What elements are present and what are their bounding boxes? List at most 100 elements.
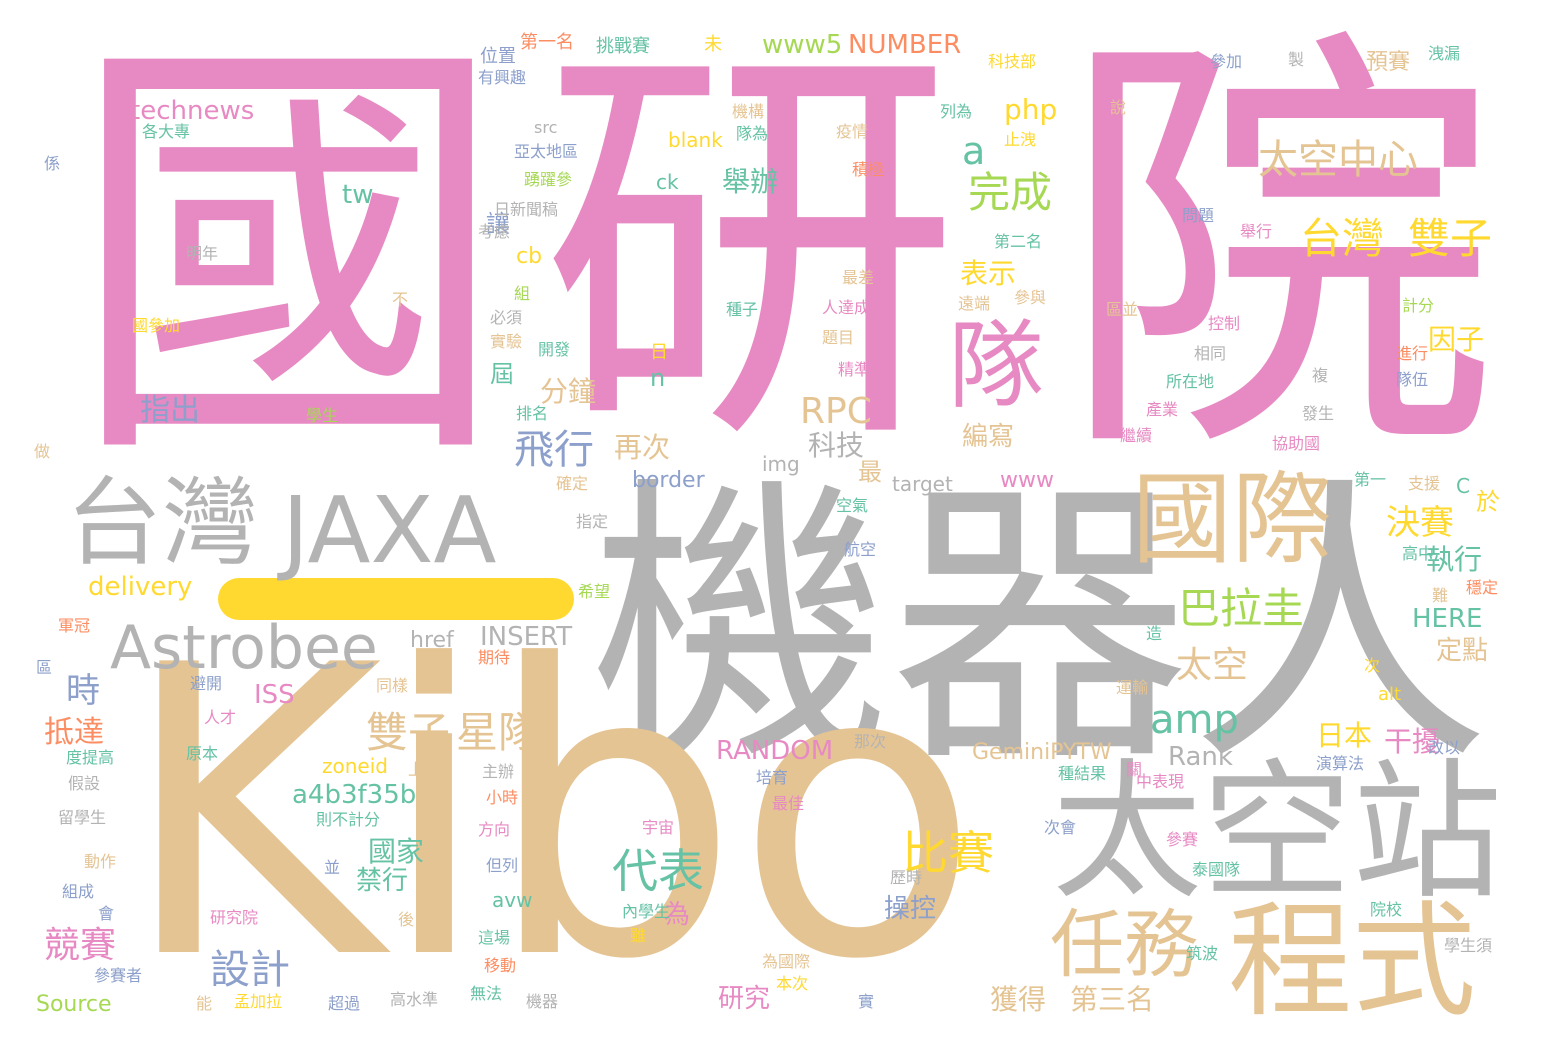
- word: 屆: [490, 360, 514, 388]
- word: 歷時: [890, 868, 923, 887]
- word: 精準: [838, 360, 871, 379]
- word: 小時: [486, 788, 519, 807]
- word: 組: [514, 284, 531, 303]
- word: 中表現: [1136, 772, 1185, 791]
- word: 未: [704, 34, 722, 55]
- word: RPC: [800, 391, 872, 432]
- word: 軍冠: [58, 616, 91, 635]
- word: 上: [408, 760, 425, 779]
- word: 開發: [538, 340, 571, 359]
- word: 雖: [630, 926, 647, 945]
- word: 次: [1364, 656, 1381, 675]
- word: 第一名: [520, 32, 574, 53]
- word: 種結果: [1058, 764, 1107, 783]
- word: 研究院: [210, 908, 259, 927]
- word: 能: [196, 994, 213, 1013]
- word: 問題: [1182, 206, 1215, 225]
- word: 時: [66, 671, 100, 711]
- word: 止洩: [1004, 130, 1037, 149]
- word: 控制: [1208, 314, 1241, 333]
- word: 禁行: [356, 866, 409, 896]
- word: 難: [1432, 586, 1449, 605]
- word: 動作: [84, 852, 117, 871]
- word: php: [1004, 93, 1058, 126]
- word: 飛行: [514, 427, 594, 473]
- word: 抵達: [44, 715, 104, 750]
- word: 進行: [1396, 344, 1429, 363]
- word: 度提高: [66, 748, 115, 767]
- word: 計分: [1402, 296, 1435, 315]
- word: 假設: [68, 774, 101, 793]
- word: a: [962, 129, 986, 173]
- word: target: [892, 472, 953, 496]
- word: 於: [1476, 488, 1500, 516]
- word: 程式: [1228, 890, 1477, 1034]
- word: 代表: [612, 844, 704, 898]
- word: 學生須: [1444, 936, 1493, 955]
- word: 考慮: [478, 222, 511, 241]
- word: 所在地: [1166, 372, 1215, 391]
- word: 第一: [1354, 470, 1387, 489]
- word: 獲得: [990, 983, 1047, 1016]
- word: a4b3f35b: [292, 780, 417, 810]
- word: 參賽者: [94, 966, 143, 985]
- word: 機構: [732, 102, 765, 121]
- word: tw: [342, 180, 374, 210]
- word: 產業: [1146, 400, 1179, 419]
- word: 讓: [486, 210, 510, 238]
- word: 日本: [1316, 719, 1373, 752]
- word: 明年: [186, 244, 219, 263]
- word: HERE: [1412, 604, 1483, 634]
- word: zoneid: [322, 754, 388, 778]
- word: ck: [656, 170, 679, 194]
- word: 機器: [526, 992, 559, 1011]
- word: 但列: [486, 856, 519, 875]
- word: www: [1000, 468, 1054, 493]
- word: 各大專: [142, 122, 191, 141]
- word: 演算法: [1316, 754, 1365, 773]
- word: 列為: [940, 102, 973, 121]
- word: technews: [130, 96, 255, 126]
- word: 國際: [1132, 461, 1332, 578]
- word: 星隊: [456, 708, 541, 757]
- word: 宇宙: [642, 818, 675, 837]
- word: 泰國隊: [1192, 860, 1241, 879]
- word: 台灣: [66, 467, 258, 579]
- word: 支援: [1408, 474, 1441, 493]
- word: 國家: [368, 835, 425, 868]
- word: 運輸: [1116, 678, 1149, 697]
- word: 亞太地區: [514, 142, 579, 161]
- word: 預賽: [1366, 50, 1411, 75]
- word: Rank: [1168, 742, 1233, 772]
- word: 製: [1288, 50, 1305, 69]
- word: 操控: [884, 894, 937, 924]
- word: 研究: [718, 984, 771, 1014]
- word: 方向: [478, 820, 511, 839]
- word: 題目: [822, 328, 855, 347]
- word: 實: [858, 992, 875, 1011]
- word: 雙子: [1408, 214, 1493, 263]
- word: 第二名: [994, 232, 1043, 251]
- word: 穩定: [1466, 578, 1499, 597]
- word: 挑戰賽: [596, 36, 650, 57]
- word: 同樣: [376, 676, 409, 695]
- word: 決賽: [1386, 503, 1454, 543]
- word: www5: [762, 30, 843, 60]
- word: Astrobee: [110, 613, 378, 683]
- word: 分鐘: [540, 375, 597, 408]
- word: NUMBER: [848, 30, 962, 60]
- word: 最佳: [772, 794, 805, 813]
- word: 設計: [210, 947, 290, 993]
- word: 最差: [842, 268, 875, 287]
- word: 相同: [1194, 344, 1227, 363]
- word: 航空: [844, 540, 877, 559]
- word: 參加: [1210, 52, 1243, 71]
- word: 並: [324, 858, 341, 877]
- word: 隊伍: [1396, 370, 1429, 389]
- word: 種子: [726, 300, 759, 319]
- word: 因子: [1428, 323, 1485, 356]
- word: 留學生: [58, 808, 107, 827]
- word: alt: [1378, 684, 1402, 705]
- word: 任務: [1050, 902, 1198, 988]
- word: 完成: [968, 168, 1053, 217]
